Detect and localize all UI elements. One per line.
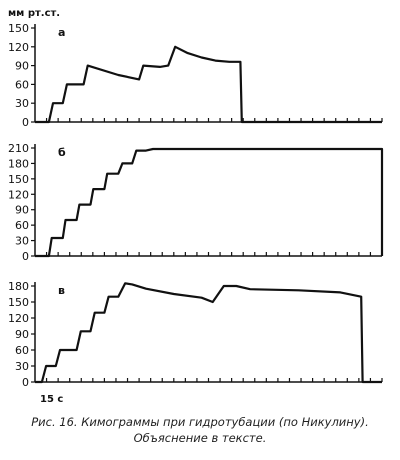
y-tick-label: 150	[8, 22, 29, 35]
y-tick-label: 60	[15, 219, 29, 232]
pressure-curve	[35, 147, 384, 258]
unit-label: мм рт.ст.	[8, 8, 60, 19]
y-tick-label: 210	[8, 142, 29, 155]
caption-line-1: Рис. 16. Кимограммы при гидротубации (по…	[31, 415, 369, 429]
panel-label: а	[58, 26, 65, 39]
y-tick-label: 0	[22, 376, 29, 389]
caption-line-2: Объяснение в тексте.	[133, 431, 267, 445]
y-tick-label: 120	[8, 41, 29, 54]
y-tick-label: 90	[15, 204, 29, 217]
y-tick-label: 30	[15, 235, 29, 248]
y-tick-label: 0	[22, 250, 29, 263]
y-tick-label: 90	[15, 60, 29, 73]
pressure-curve	[35, 45, 382, 124]
y-tick-label: 120	[8, 188, 29, 201]
figure-caption: Рис. 16. Кимограммы при гидротубации (по…	[0, 414, 400, 446]
y-tick-label: 60	[15, 344, 29, 357]
kymogram-figure: мм рт.ст. 15 с 0 30 60 90 120 150 а 0 30 60 90 120 1…	[8, 8, 384, 405]
panel-label: в	[58, 284, 65, 297]
y-tick-label: 120	[8, 312, 29, 325]
y-tick-label: 180	[8, 280, 29, 293]
y-tick-label: 150	[8, 173, 29, 186]
y-tick-label: 150	[8, 296, 29, 309]
panel-label: б	[58, 146, 66, 159]
y-tick-label: 0	[22, 116, 29, 129]
kymogram-panels: 0 30 60 90 120 150 а 0 30 60 90 120 150 180 210 б 0 30 60 9…	[8, 22, 384, 389]
y-tick-label: 60	[15, 78, 29, 91]
y-tick-label: 30	[15, 360, 29, 373]
y-tick-label: 180	[8, 157, 29, 170]
pressure-curve	[35, 282, 382, 384]
y-tick-label: 90	[15, 328, 29, 341]
time-mark-label: 15 с	[40, 394, 63, 405]
y-tick-label: 30	[15, 97, 29, 110]
